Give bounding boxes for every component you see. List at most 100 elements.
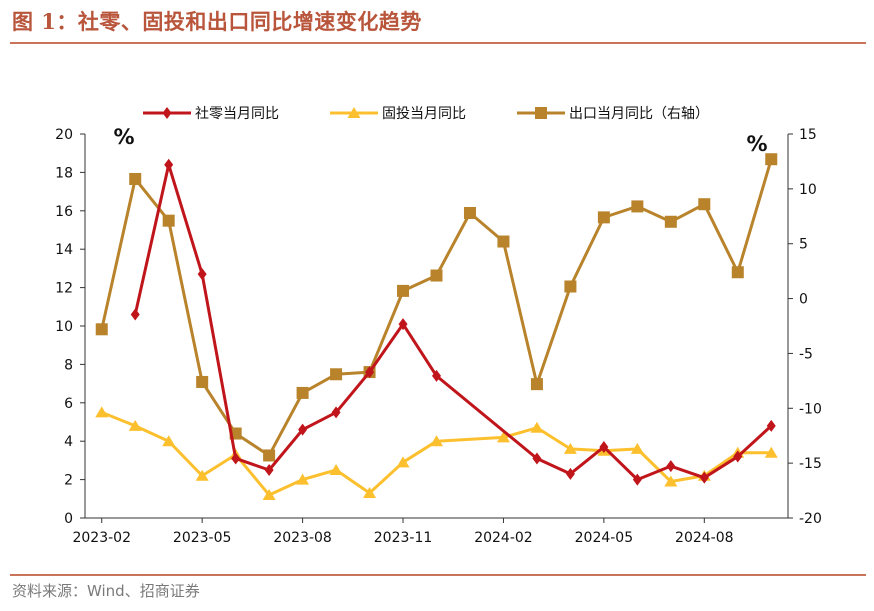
series-diamond: [130, 158, 776, 486]
legend-marker: [347, 107, 361, 118]
data-point: [699, 471, 709, 484]
data-point: [264, 464, 274, 476]
legend-item: 出口当月同比（右轴）: [517, 106, 709, 122]
data-point: [162, 435, 176, 447]
x-tick-label: 2023-08: [273, 530, 332, 546]
data-point: [397, 284, 410, 297]
right-tick-label: 10: [799, 182, 817, 198]
data-point: [766, 419, 776, 432]
data-point: [733, 450, 743, 463]
right-tick-label: -10: [799, 401, 822, 417]
chart-axes: 0 2 4 6 8 10 12 14 16 18 20 -20 -15 -10 -5 0 5 10 15 2023-0…: [55, 125, 822, 546]
data-point: [530, 421, 544, 433]
data-point: [296, 473, 310, 485]
data-point: [764, 446, 778, 458]
right-tick-label: 5: [799, 237, 808, 253]
legend-label: 固投当月同比: [382, 106, 466, 122]
series-line: [133, 163, 773, 482]
legend-item: 社零当月同比: [143, 106, 279, 122]
left-tick-label: 14: [55, 242, 73, 258]
left-tick-label: 10: [55, 319, 73, 335]
legend-label: 出口当月同比（右轴）: [569, 106, 709, 122]
data-point: [532, 452, 542, 465]
figure-title: 图 1：社零、固投和出口同比增速变化趋势: [12, 9, 422, 34]
data-point: [765, 153, 778, 166]
data-point: [231, 452, 241, 465]
left-tick-label: 20: [55, 127, 73, 143]
data-point: [398, 318, 408, 331]
data-point: [164, 158, 174, 171]
series-square: [95, 153, 778, 462]
data-point: [95, 406, 109, 418]
data-point: [331, 406, 341, 419]
title-rule: [10, 42, 866, 44]
x-tick-label: 2023-02: [72, 530, 131, 546]
data-point: [130, 308, 140, 321]
data-point: [565, 467, 575, 480]
data-point: [631, 200, 644, 213]
x-tick-label: 2023-11: [374, 530, 433, 546]
data-point: [698, 198, 711, 211]
data-point: [664, 215, 677, 228]
data-point: [128, 419, 142, 431]
left-tick-label: 16: [55, 204, 73, 220]
data-point: [296, 386, 309, 399]
series-layer: [95, 153, 778, 500]
data-point: [196, 375, 209, 388]
data-point: [497, 235, 510, 248]
right-tick-label: -15: [799, 456, 822, 472]
right-tick-label: -5: [799, 346, 813, 362]
legend-label: 社零当月同比: [195, 106, 279, 122]
data-point: [365, 366, 375, 379]
x-tick-label: 2024-05: [575, 530, 634, 546]
source-rule: [10, 574, 866, 576]
series-line: [101, 411, 772, 497]
data-point: [329, 464, 343, 475]
data-point: [363, 487, 377, 499]
x-tick-label: 2024-02: [474, 530, 533, 546]
right-tick-label: 15: [799, 127, 817, 143]
data-point: [298, 423, 308, 436]
data-point: [563, 442, 577, 454]
data-point: [666, 460, 676, 473]
data-point: [197, 268, 207, 281]
left-tick-label: 6: [64, 396, 73, 412]
right-tick-label: 0: [799, 292, 808, 308]
data-point: [731, 266, 744, 279]
data-point: [95, 323, 108, 336]
data-point: [430, 435, 443, 447]
data-point: [263, 449, 276, 462]
data-point: [262, 488, 276, 500]
data-point: [195, 469, 209, 481]
series-line: [100, 158, 773, 457]
data-point: [664, 475, 678, 487]
data-point: [129, 172, 142, 185]
data-point: [463, 206, 476, 219]
right-axis-unit: %: [746, 132, 767, 156]
legend-marker: [535, 107, 547, 119]
data-point: [430, 269, 443, 282]
x-tick-label: 2024-08: [675, 530, 734, 546]
x-tick-label: 2023-05: [173, 530, 232, 546]
data-point: [630, 442, 644, 454]
left-tick-label: 4: [64, 434, 73, 450]
left-tick-label: 0: [64, 511, 73, 527]
data-point: [530, 378, 543, 391]
data-point: [597, 211, 610, 224]
legend-marker: [162, 107, 172, 119]
data-point: [432, 369, 441, 382]
left-tick-label: 2: [64, 473, 73, 489]
data-point: [330, 368, 343, 381]
left-tick-label: 8: [64, 357, 73, 373]
data-point: [632, 473, 642, 486]
left-tick-label: 12: [55, 281, 73, 297]
chart-legend: 社零当月同比 固投当月同比 出口当月同比（右轴）: [143, 106, 709, 122]
data-point: [564, 280, 577, 293]
source-note: 资料来源：Wind、招商证券: [12, 582, 200, 600]
left-tick-label: 18: [55, 165, 73, 181]
data-point: [496, 431, 510, 443]
legend-item: 固投当月同比: [330, 106, 466, 122]
data-point: [162, 214, 175, 227]
right-tick-label: -20: [799, 511, 822, 527]
